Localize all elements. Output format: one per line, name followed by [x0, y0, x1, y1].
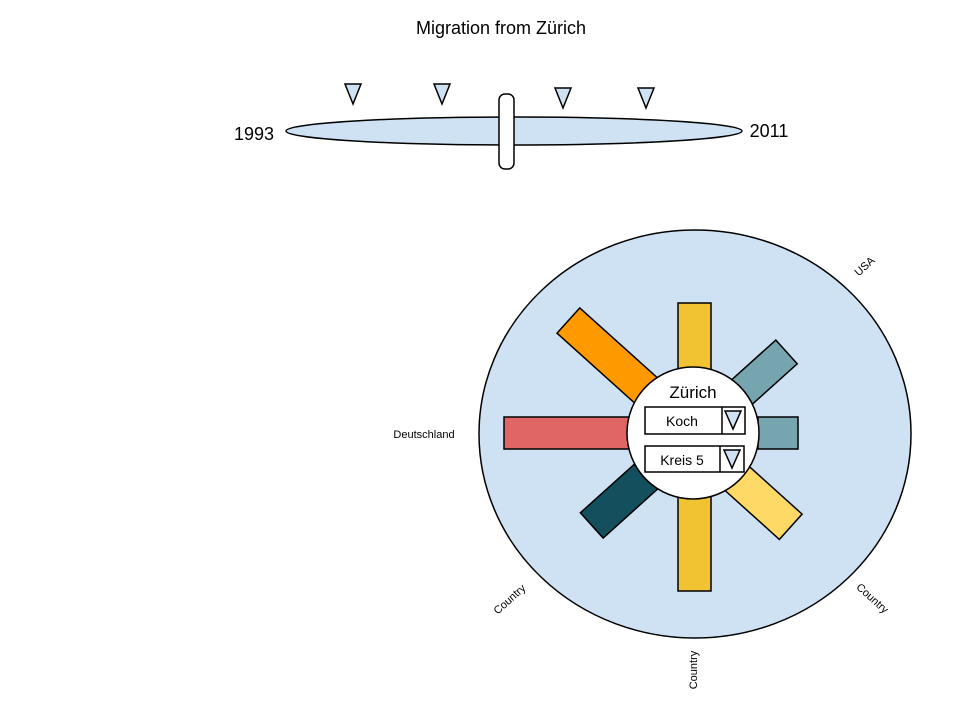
- category-dropdown[interactable]: Koch: [644, 406, 746, 435]
- page-title: Migration from Zürich: [416, 18, 586, 38]
- timeline-start-year: 1993: [234, 124, 274, 144]
- timeline: 1993 2011: [234, 83, 789, 170]
- district-dropdown-value: Kreis 5: [660, 452, 704, 468]
- radial-panel: Zürich Koch Kreis 5 USA Deutschland Coun…: [393, 229, 912, 689]
- radial-bar-right[interactable]: [757, 416, 799, 450]
- timeline-marker-icon[interactable]: [636, 87, 656, 111]
- timeline-marker-icon[interactable]: [553, 87, 573, 111]
- chevron-down-icon[interactable]: [723, 410, 743, 431]
- radial-bar-left[interactable]: [503, 416, 635, 450]
- radial-bar-bottom[interactable]: [677, 493, 712, 592]
- timeline-marker-icon[interactable]: [432, 83, 452, 107]
- category-dropdown-value: Koch: [666, 413, 698, 429]
- country-label-top-right: USA: [853, 254, 878, 278]
- timeline-marker-icon[interactable]: [343, 83, 363, 107]
- country-label-bottom: Country: [688, 650, 700, 689]
- timeline-slider-handle[interactable]: [498, 93, 515, 170]
- chevron-down-icon[interactable]: [722, 449, 742, 470]
- country-label-bottom-right: Country: [854, 581, 891, 616]
- district-dropdown[interactable]: Kreis 5: [644, 445, 745, 473]
- timeline-end-year: 2011: [750, 121, 789, 141]
- country-label-bottom-left: Country: [492, 582, 529, 617]
- country-label-left: Deutschland: [393, 429, 454, 441]
- center-city-label: Zürich: [669, 383, 716, 402]
